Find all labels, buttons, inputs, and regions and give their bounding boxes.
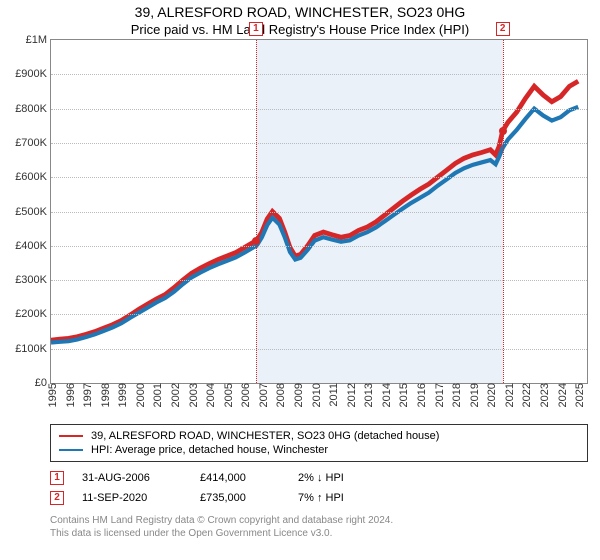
gridline [51, 349, 587, 350]
x-tick-label: 2008 [271, 383, 287, 407]
x-tick-label: 2024 [553, 383, 569, 407]
legend-item: 39, ALRESFORD ROAD, WINCHESTER, SO23 0HG… [59, 429, 579, 443]
transaction-price: £735,000 [200, 492, 280, 504]
x-tick-label: 2013 [359, 383, 375, 407]
transaction-marker: 1 [50, 471, 64, 485]
x-tick-label: 2012 [342, 383, 358, 407]
y-tick-label: £400K [15, 240, 51, 252]
transaction-date: 11-SEP-2020 [82, 492, 182, 504]
y-tick-label: £500K [15, 206, 51, 218]
transaction-price: £414,000 [200, 472, 280, 484]
x-tick-label: 2017 [430, 383, 446, 407]
y-tick-label: £1M [26, 34, 51, 46]
transaction-delta: 2% ↓ HPI [298, 472, 398, 484]
footer-line: Contains HM Land Registry data © Crown c… [50, 514, 588, 527]
transaction-row: 2 11-SEP-2020 £735,000 7% ↑ HPI [50, 488, 588, 508]
chart-title: 39, ALRESFORD ROAD, WINCHESTER, SO23 0HG [0, 4, 600, 20]
y-tick-label: £900K [15, 68, 51, 80]
legend-label: HPI: Average price, detached house, Winc… [91, 444, 328, 456]
transaction-delta: 7% ↑ HPI [298, 492, 398, 504]
x-tick-label: 2004 [201, 383, 217, 407]
event-marker: 2 [496, 22, 510, 36]
event-point [252, 237, 260, 245]
gridline [51, 246, 587, 247]
x-tick-label: 2011 [324, 383, 340, 407]
event-point [499, 127, 507, 135]
legend-label: 39, ALRESFORD ROAD, WINCHESTER, SO23 0HG… [91, 430, 439, 442]
gridline [51, 177, 587, 178]
x-tick-label: 2019 [465, 383, 481, 407]
event-marker: 1 [249, 22, 263, 36]
gridline [51, 109, 587, 110]
y-tick-label: £600K [15, 171, 51, 183]
x-tick-label: 2016 [412, 383, 428, 407]
plot-area: £0£100K£200K£300K£400K£500K£600K£700K£80… [50, 39, 588, 384]
event-vline [256, 40, 257, 383]
x-tick-label: 2018 [447, 383, 463, 407]
chart-subtitle: Price paid vs. HM Land Registry's House … [0, 22, 600, 37]
x-tick-label: 2005 [219, 383, 235, 407]
gridline [51, 74, 587, 75]
transaction-table: 1 31-AUG-2006 £414,000 2% ↓ HPI 2 11-SEP-2020… [50, 468, 588, 508]
x-tick-label: 2003 [184, 383, 200, 407]
x-tick-label: 2021 [500, 383, 516, 407]
x-tick-label: 2002 [166, 383, 182, 407]
gridline [51, 314, 587, 315]
x-tick-label: 1996 [61, 383, 77, 407]
x-tick-label: 1995 [43, 383, 59, 407]
x-tick-label: 1998 [96, 383, 112, 407]
x-tick-label: 2006 [236, 383, 252, 407]
x-tick-label: 1999 [113, 383, 129, 407]
x-tick-label: 2020 [482, 383, 498, 407]
gridline [51, 143, 587, 144]
transaction-date: 31-AUG-2006 [82, 472, 182, 484]
x-tick-label: 2000 [131, 383, 147, 407]
transaction-row: 1 31-AUG-2006 £414,000 2% ↓ HPI [50, 468, 588, 488]
event-vline [503, 40, 504, 383]
x-tick-label: 2025 [570, 383, 586, 407]
transaction-marker: 2 [50, 491, 64, 505]
y-tick-label: £300K [15, 274, 51, 286]
chart-title-block: 39, ALRESFORD ROAD, WINCHESTER, SO23 0HG… [0, 0, 600, 39]
gridline [51, 212, 587, 213]
x-tick-label: 2010 [307, 383, 323, 407]
y-tick-label: £800K [15, 103, 51, 115]
legend: 39, ALRESFORD ROAD, WINCHESTER, SO23 0HG… [50, 424, 588, 462]
x-tick-label: 2015 [394, 383, 410, 407]
gridline [51, 280, 587, 281]
legend-item: HPI: Average price, detached house, Winc… [59, 443, 579, 457]
legend-swatch [59, 435, 83, 437]
x-tick-label: 2014 [377, 383, 393, 407]
x-tick-label: 2023 [535, 383, 551, 407]
legend-swatch [59, 449, 83, 451]
attribution-footer: Contains HM Land Registry data © Crown c… [50, 514, 588, 540]
x-tick-label: 2001 [148, 383, 164, 407]
price-history-chart: 39, ALRESFORD ROAD, WINCHESTER, SO23 0HG… [0, 0, 600, 560]
x-tick-label: 2009 [289, 383, 305, 407]
y-tick-label: £700K [15, 137, 51, 149]
x-tick-label: 2007 [254, 383, 270, 407]
footer-line: This data is licensed under the Open Gov… [50, 527, 588, 540]
y-tick-label: £200K [15, 308, 51, 320]
x-tick-label: 1997 [78, 383, 94, 407]
y-tick-label: £100K [15, 343, 51, 355]
x-tick-label: 2022 [517, 383, 533, 407]
